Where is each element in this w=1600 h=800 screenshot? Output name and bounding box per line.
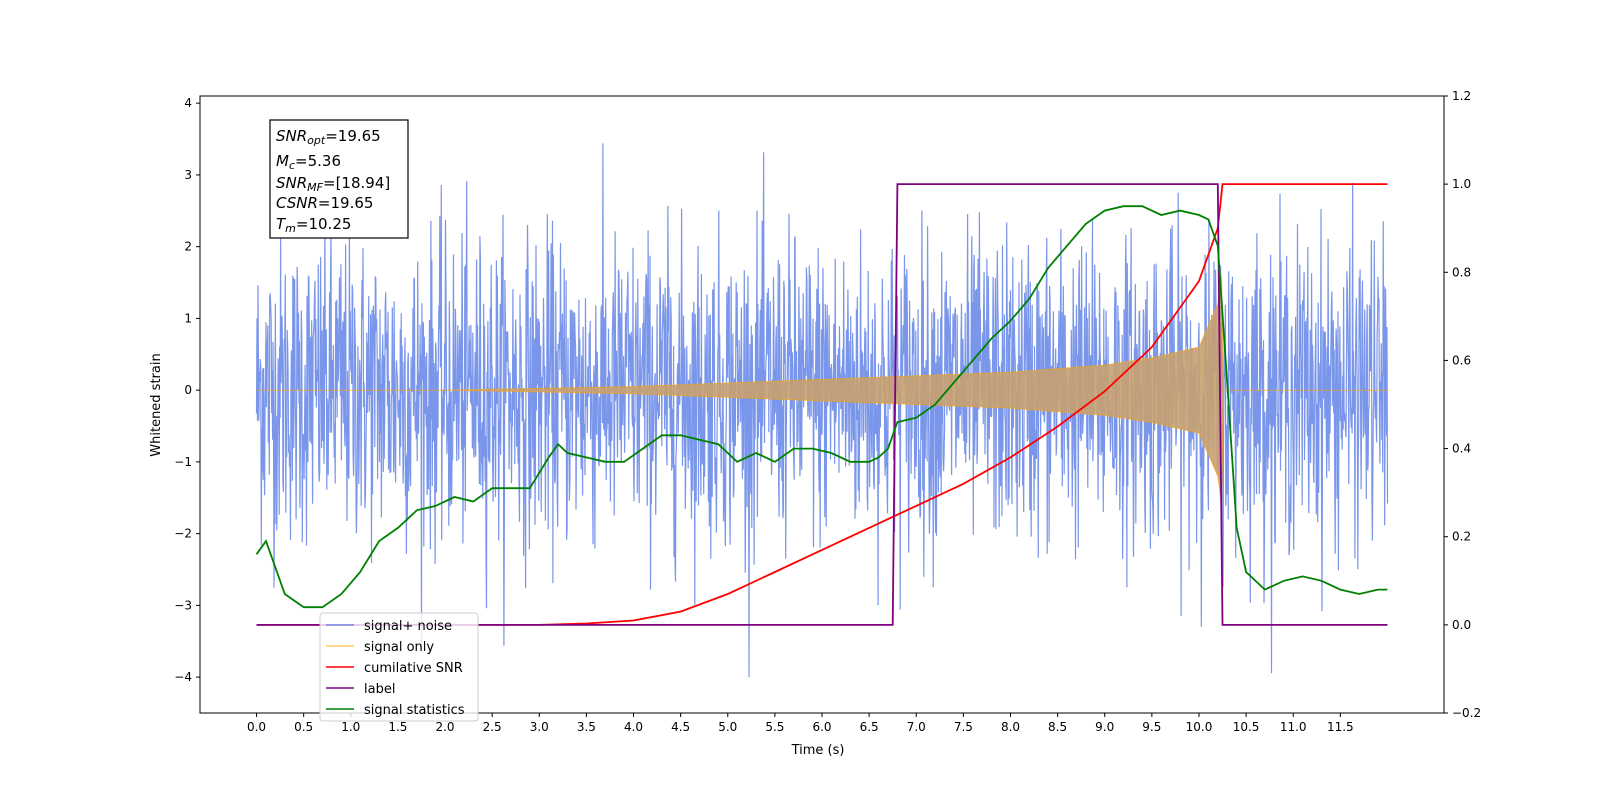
annotation-snr-opt: SNRopt=19.65 (276, 127, 381, 147)
svg-text:cumilative SNR: cumilative SNR (364, 661, 463, 676)
signal-only-envelope (256, 275, 1388, 505)
legend-item-signal-statistics: signal statistics (326, 703, 465, 718)
annotation-mc: Mc=5.36 (276, 152, 341, 172)
x-tick-label: 11.5 (1327, 720, 1354, 734)
legend-item-label: label (326, 682, 395, 697)
x-tick-label: 9.5 (1142, 720, 1161, 734)
x-tick-label: 8.5 (1048, 720, 1067, 734)
y-tick-label: 0 (184, 383, 192, 397)
x-tick-label: 10.0 (1186, 720, 1213, 734)
y-axis-label: Whitened strain (149, 353, 164, 456)
x-tick-label: 1.5 (388, 720, 407, 734)
signal-noise-line (255, 143, 1389, 678)
cumilative-SNR-line (256, 183, 1388, 626)
y2-tick-label: 0.8 (1452, 265, 1471, 279)
x-tick-label: 3.0 (530, 720, 549, 734)
y-tick-label: −2 (174, 527, 192, 541)
y-tick-label: −4 (174, 670, 192, 684)
x-tick-label: 8.0 (1001, 720, 1020, 734)
y-tick-label: −1 (174, 455, 192, 469)
y-tick-label: 2 (184, 240, 192, 254)
x-tick-label: 7.5 (954, 720, 973, 734)
label-line (256, 183, 1388, 626)
x-tick-label: 1.0 (341, 720, 360, 734)
y2-tick-label: 0.2 (1452, 530, 1471, 544)
x-tick-label: 6.0 (812, 720, 831, 734)
x-tick-label: 4.5 (671, 720, 690, 734)
svg-text:signal statistics: signal statistics (364, 703, 465, 718)
x-tick-label: 9.0 (1095, 720, 1114, 734)
annotation-csnr: CSNR=19.65 (276, 194, 373, 212)
svg-text:signal only: signal only (364, 640, 434, 655)
x-tick-label: 6.5 (860, 720, 879, 734)
x-tick-label: 0.5 (294, 720, 313, 734)
y-tick-label: −3 (174, 598, 192, 612)
y-tick-label: 1 (184, 311, 192, 325)
x-tick-label: 2.5 (483, 720, 502, 734)
annotation-snr-mf: SNRMF=[18.94] (276, 174, 390, 194)
y2-tick-label: 0.6 (1452, 353, 1471, 367)
y-tick-label: 3 (184, 168, 192, 182)
signal-noise-series (255, 143, 1389, 678)
x-tick-label: 7.0 (907, 720, 926, 734)
x-tick-label: 5.0 (718, 720, 737, 734)
y2-tick-label: 0.0 (1452, 618, 1471, 632)
x-tick-label: 10.5 (1233, 720, 1260, 734)
y2-tick-label: 1.0 (1452, 177, 1471, 191)
y-tick-label: 4 (184, 96, 192, 110)
x-tick-label: 3.5 (577, 720, 596, 734)
annotation-tm: Tm=10.25 (276, 215, 351, 235)
legend-item-signal-noise: signal+ noise (326, 619, 452, 634)
svg-text:signal+ noise: signal+ noise (364, 619, 452, 634)
annotation-box: SNRopt=19.65 Mc=5.36 SNRMF=[18.94] CSNR=… (269, 119, 409, 239)
y2-tick-label: 0.4 (1452, 442, 1471, 456)
y-axis-right: 1.2 1.0 0.8 0.6 0.4 0.2 0.0 −0.2 (1444, 89, 1481, 720)
x-tick-label: 4.0 (624, 720, 643, 734)
y-axis-left: 4 3 2 1 0 −1 −2 −3 −4 (174, 96, 200, 684)
legend-item-cumulative-snr: cumilative SNR (326, 661, 463, 676)
legend: signal+ noise signal only cumilative SNR… (319, 612, 479, 722)
y2-tick-label: 1.2 (1452, 89, 1471, 103)
signal-only-series (256, 275, 1388, 505)
x-axis-label: Time (s) (791, 743, 845, 758)
svg-text:label: label (364, 682, 395, 697)
x-axis: 0.0 0.5 1.0 1.5 2.0 2.5 3.0 3.5 4.0 4.5 5.0 5.5 6.0 6… (247, 713, 1354, 734)
y2-tick-label: −0.2 (1452, 706, 1481, 720)
x-tick-label: 0.0 (247, 720, 266, 734)
right-axis-series (255, 183, 1388, 626)
signal-statistics-line (255, 205, 1388, 609)
legend-item-signal-only: signal only (326, 640, 434, 655)
x-tick-label: 11.0 (1280, 720, 1307, 734)
x-tick-label: 5.5 (765, 720, 784, 734)
x-tick-label: 2.0 (435, 720, 454, 734)
